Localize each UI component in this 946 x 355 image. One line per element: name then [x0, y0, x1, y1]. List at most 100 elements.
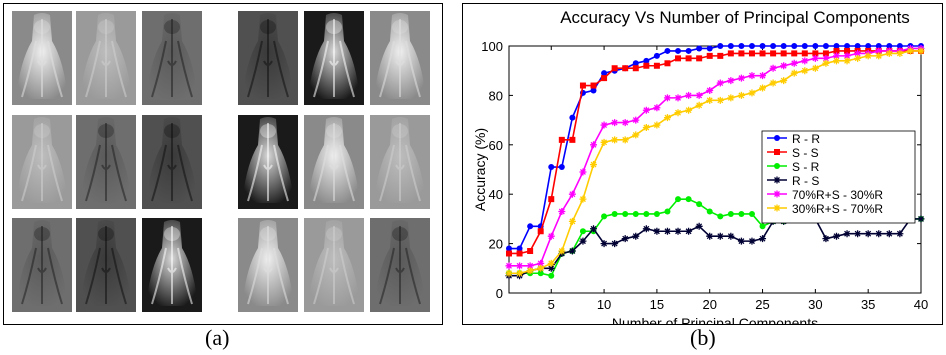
series-point-0 [791, 43, 798, 49]
series-point-3 [590, 225, 598, 233]
series-point-0 [727, 43, 734, 49]
series-point-4 [748, 72, 756, 80]
series-point-0 [696, 45, 703, 52]
series-point-5 [642, 124, 650, 132]
series-point-1 [833, 47, 840, 54]
legend-label: 70%R+S - 30%R [792, 188, 883, 202]
series-point-0 [717, 43, 724, 49]
series-point-4 [600, 121, 608, 129]
series-point-0 [675, 47, 682, 54]
series-point-4 [801, 57, 809, 65]
eigenimage-tile [238, 11, 298, 105]
series-point-1 [506, 250, 512, 257]
series-point-0 [590, 87, 597, 94]
series-point-5 [906, 47, 914, 55]
series-point-5 [759, 84, 767, 92]
eigenimage-tile [142, 115, 202, 209]
series-point-3 [685, 227, 693, 235]
series-point-2 [675, 196, 682, 203]
legend-swatch-marker [773, 190, 781, 198]
series-point-4 [706, 86, 714, 94]
series-point-0 [886, 43, 893, 49]
eigenimage-tile [304, 115, 364, 209]
legend-swatch-marker [774, 135, 780, 141]
series-point-3 [568, 247, 576, 255]
series-point-0 [685, 47, 692, 54]
series-point-0 [643, 57, 650, 64]
x-tick-label: 30 [808, 297, 822, 312]
series-point-5 [653, 121, 661, 129]
series-point-0 [833, 43, 840, 49]
series-point-0 [875, 43, 882, 49]
series-point-1 [685, 55, 692, 62]
series-point-0 [653, 52, 660, 59]
series-point-0 [801, 43, 808, 49]
y-tick-label: 100 [481, 39, 503, 54]
series-point-1 [675, 55, 682, 62]
series-point-3 [822, 235, 830, 243]
series-point-3 [600, 240, 608, 248]
series-point-1 [780, 50, 787, 57]
eigenimage-tile [142, 218, 202, 312]
series-point-0 [738, 43, 745, 49]
series-point-5 [590, 161, 598, 169]
series-point-3 [706, 232, 714, 240]
series-point-0 [527, 223, 534, 230]
series-point-0 [770, 43, 777, 49]
y-tick-label: 0 [496, 286, 503, 301]
accuracy-chart: Accuracy Vs Number of Principal Componen… [472, 8, 928, 325]
series-point-5 [843, 57, 851, 65]
series-point-5 [505, 269, 513, 277]
series-point-1 [759, 50, 766, 57]
series-point-0 [822, 43, 829, 49]
y-tick-label: 80 [489, 88, 503, 103]
eigenimage-tile [238, 218, 298, 312]
eigenimage-tile [12, 115, 72, 209]
series-point-1 [622, 65, 629, 72]
series-point-5 [885, 49, 893, 57]
series-point-5 [568, 217, 576, 225]
series-point-0 [748, 43, 755, 49]
series-point-4 [811, 54, 819, 62]
series-point-3 [875, 230, 883, 238]
series-point-4 [547, 232, 555, 240]
series-point-0 [865, 43, 872, 49]
eigenimage-tile [370, 218, 430, 312]
series-point-1 [632, 65, 639, 72]
chart-title: Accuracy Vs Number of Principal Componen… [560, 8, 910, 27]
series-point-1 [706, 52, 713, 59]
y-tick-label: 20 [489, 237, 503, 252]
series-point-2 [717, 213, 724, 220]
legend-swatch-marker [773, 176, 781, 184]
x-axis-label: Number of Principal Components [612, 315, 818, 325]
series-point-4 [516, 262, 524, 270]
eigenimage-tile [142, 11, 202, 105]
series-point-4 [832, 52, 840, 60]
series-point-4 [780, 62, 788, 70]
series-point-5 [727, 94, 735, 102]
series-point-3 [896, 230, 904, 238]
series-point-5 [632, 131, 640, 139]
series-point-3 [653, 227, 661, 235]
series-point-4 [822, 54, 830, 62]
series-point-3 [674, 227, 682, 235]
series-point-2 [727, 210, 734, 217]
x-tick-label: 40 [914, 297, 928, 312]
series-point-2 [748, 210, 755, 217]
series-point-3 [917, 215, 925, 223]
series-point-4 [558, 207, 566, 215]
series-point-5 [822, 59, 830, 67]
series-point-4 [674, 94, 682, 102]
series-point-4 [632, 116, 640, 124]
series-point-4 [854, 49, 862, 57]
caption-a: (a) [205, 325, 230, 350]
series-point-3 [547, 264, 555, 272]
series-point-1 [653, 62, 660, 69]
series-point-5 [854, 54, 862, 62]
series-point-1 [548, 196, 555, 203]
series-point-2 [759, 223, 766, 230]
series-point-1 [822, 50, 829, 57]
series-point-4 [579, 168, 587, 176]
series-point-2 [685, 196, 692, 203]
eigenimage-tile [76, 115, 136, 209]
